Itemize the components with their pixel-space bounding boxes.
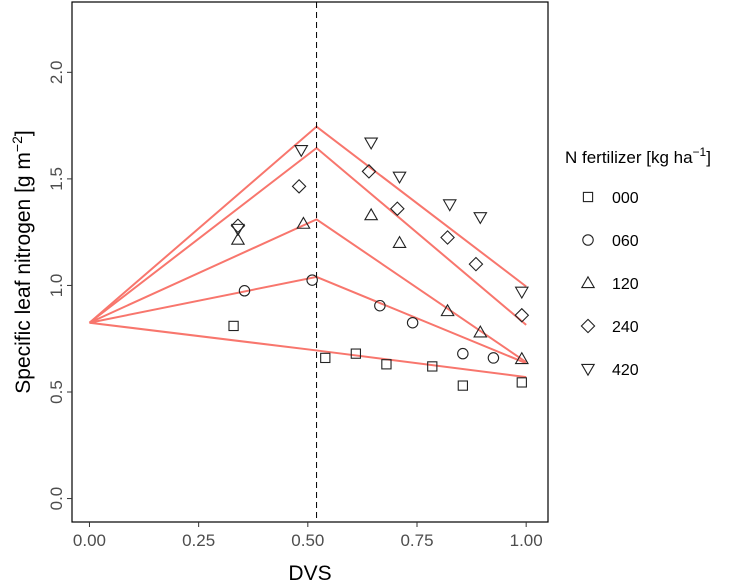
point-060 xyxy=(457,347,469,360)
legend: N fertilizer [kg ha−1] 000 060 120 240 420 xyxy=(565,145,711,379)
point-420 xyxy=(392,171,407,185)
point-060 xyxy=(374,299,386,312)
legend-key-000 xyxy=(582,191,594,203)
y-axis-title-end: ] xyxy=(12,130,35,136)
point-000 xyxy=(457,380,468,391)
point-120 xyxy=(230,232,246,245)
legend-label-240: 240 xyxy=(612,319,639,336)
point-240 xyxy=(389,201,405,217)
y-tick-label: 0.0 xyxy=(47,487,66,511)
plot-panel xyxy=(71,1,549,523)
y-axis-title-main: Specific leaf nitrogen [g m xyxy=(12,152,35,394)
point-000 xyxy=(381,359,392,370)
x-axis-title: DVS xyxy=(288,562,331,584)
point-000 xyxy=(427,361,438,372)
point-000 xyxy=(350,348,362,359)
legend-title-end: ] xyxy=(706,148,711,167)
point-000 xyxy=(228,320,239,332)
point-120 xyxy=(440,303,455,317)
legend-title: N fertilizer [kg ha−1] xyxy=(565,145,711,167)
point-420 xyxy=(473,212,488,225)
fit-line-000 xyxy=(89,321,527,379)
legend-keys: 000 060 120 240 420 xyxy=(580,190,639,379)
legend-key-120 xyxy=(580,275,596,289)
legend-key-240 xyxy=(580,318,596,334)
point-060 xyxy=(238,285,251,297)
point-420 xyxy=(230,223,246,237)
point-240 xyxy=(514,307,530,323)
legend-label-000: 000 xyxy=(612,190,639,207)
point-120 xyxy=(363,207,379,221)
point-240 xyxy=(440,230,455,245)
point-420 xyxy=(294,144,309,158)
y-tick-label: 2.0 xyxy=(47,61,66,85)
point-120 xyxy=(473,325,488,338)
x-tick-label: 0.00 xyxy=(73,531,106,550)
point-120 xyxy=(296,216,311,229)
point-420 xyxy=(514,286,529,300)
point-420 xyxy=(442,199,457,212)
x-tick-label: 1.00 xyxy=(510,531,543,550)
legend-title-sup: −1 xyxy=(693,145,707,159)
y-tick-label: 1.5 xyxy=(47,167,66,191)
y-axis-title: Specific leaf nitrogen [g m−2] xyxy=(9,130,35,393)
legend-key-420 xyxy=(580,363,596,377)
point-060 xyxy=(406,316,419,329)
legend-label-060: 060 xyxy=(612,233,639,250)
point-060 xyxy=(306,274,318,286)
x-tick-label: 0.25 xyxy=(182,531,215,550)
point-240 xyxy=(468,256,484,272)
point-000 xyxy=(516,377,527,388)
point-120 xyxy=(392,235,407,248)
x-tick-label: 0.50 xyxy=(291,531,324,550)
point-060 xyxy=(487,352,500,364)
point-120 xyxy=(514,351,529,365)
point-240 xyxy=(361,164,377,179)
fit-line-120 xyxy=(89,218,527,363)
y-axis: 0.0 0.5 1.0 1.5 2.0 xyxy=(47,61,72,511)
legend-key-060 xyxy=(582,234,594,246)
point-240 xyxy=(230,218,246,234)
point-420 xyxy=(363,137,379,150)
y-axis-title-sup: −2 xyxy=(9,136,25,152)
x-axis: 0.00 0.25 0.50 0.75 1.00 xyxy=(73,522,543,550)
legend-title-main: N fertilizer [kg ha xyxy=(565,148,693,167)
y-tick-label: 1.0 xyxy=(47,274,66,298)
data-points xyxy=(228,137,530,391)
point-000 xyxy=(320,352,331,364)
x-tick-label: 0.75 xyxy=(400,531,433,550)
point-240 xyxy=(291,178,307,194)
legend-label-420: 420 xyxy=(612,362,639,379)
y-tick-label: 0.5 xyxy=(47,380,66,404)
legend-label-120: 120 xyxy=(612,276,639,293)
